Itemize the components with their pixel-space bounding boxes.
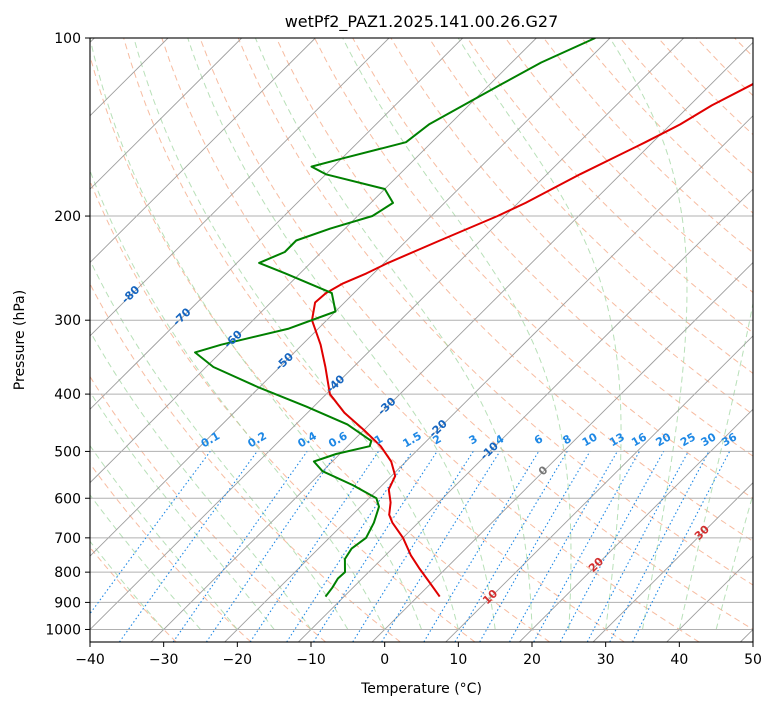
isotherm-line	[224, 115, 753, 642]
mixing-ratio-line	[119, 451, 258, 642]
isotherm-line	[90, 38, 537, 484]
moist-adiabat	[90, 494, 201, 630]
mixing-ratio-line	[249, 451, 379, 642]
y-tick-label: 200	[54, 209, 81, 225]
plot-frame	[89, 37, 754, 643]
isotherm-line	[90, 38, 685, 631]
mixing-ratio-line	[381, 451, 501, 642]
x-tick-label: −30	[149, 652, 179, 668]
x-tick-label: 30	[597, 652, 615, 668]
dry-adiabat	[90, 375, 326, 642]
moist-adiabat	[609, 38, 688, 630]
x-tick-label: −40	[75, 652, 105, 668]
isotherm-line	[592, 482, 753, 642]
dry-adiabat	[237, 38, 753, 586]
y-axis-label: Pressure (hPa)	[12, 290, 28, 390]
x-tick-label: −10	[296, 652, 326, 668]
dewpoint-profile-line	[194, 38, 596, 598]
x-tick-label: −20	[223, 652, 253, 668]
moist-adiabat	[678, 301, 753, 630]
x-tick-label: 40	[670, 652, 688, 668]
mixing-ratio-line	[90, 451, 211, 615]
y-tick-label: 100	[54, 31, 81, 47]
isotherm-line	[150, 41, 753, 642]
y-tick-label: 300	[54, 313, 81, 329]
y-tick-label: 400	[54, 387, 81, 403]
mixing-ratio-line	[286, 451, 413, 642]
y-tick-label: 800	[54, 565, 81, 581]
moist-adiabat	[254, 38, 533, 630]
dry-adiabat	[161, 38, 700, 642]
x-tick-label: 0	[380, 652, 389, 668]
dry-adiabat	[314, 38, 753, 500]
isotherm-line	[371, 261, 753, 642]
isotherm-line	[298, 188, 753, 642]
moist-adiabat	[187, 38, 496, 630]
moist-adiabat	[90, 259, 349, 630]
temperature-profile-line	[311, 82, 753, 598]
x-tick-label: 10	[449, 652, 467, 668]
mixing-ratio-line	[205, 451, 339, 642]
mixing-ratio-line	[632, 451, 731, 642]
moist-adiabat	[715, 492, 753, 630]
x-tick-label: 50	[744, 652, 762, 668]
mixing-ratio-line	[533, 451, 640, 642]
isotherm-line	[90, 38, 316, 264]
moist-adiabat	[133, 38, 459, 630]
chart-title: wetPf2_PAZ1.2025.141.00.26.G27	[285, 12, 559, 32]
mixing-ratio-line	[509, 451, 618, 642]
x-axis-label: Temperature (°C)	[360, 681, 482, 697]
moist-adiabat	[90, 38, 422, 630]
y-tick-label: 700	[54, 531, 81, 547]
moist-adiabat	[90, 390, 275, 630]
moist-adiabat	[90, 169, 386, 630]
mixing-ratio-line	[313, 451, 438, 642]
y-tick-label: 600	[54, 491, 81, 507]
plot-area	[90, 38, 753, 642]
dry-adiabat	[275, 38, 753, 542]
mixing-ratio-line	[172, 451, 308, 642]
isotherm-line	[90, 38, 243, 190]
x-tick-label: 20	[523, 652, 541, 668]
isotherm-line	[519, 408, 753, 642]
y-tick-label: 1000	[45, 622, 81, 638]
moist-adiabat	[342, 38, 572, 630]
moist-adiabat	[90, 330, 312, 630]
isotherm-line	[90, 38, 464, 410]
dry-adiabat	[90, 53, 550, 642]
dry-adiabat	[90, 462, 252, 642]
isotherm-line	[90, 38, 390, 337]
mixing-ratio-line	[559, 451, 665, 642]
isotherm-line	[445, 335, 753, 642]
y-tick-label: 500	[54, 444, 81, 460]
isotherm-line	[90, 38, 611, 557]
dry-adiabat	[123, 38, 625, 642]
dry-adiabat	[90, 282, 401, 642]
moist-adiabat	[457, 38, 622, 630]
y-tick-label: 900	[54, 595, 81, 611]
dry-adiabat	[199, 38, 753, 631]
moist-adiabat	[90, 444, 238, 630]
